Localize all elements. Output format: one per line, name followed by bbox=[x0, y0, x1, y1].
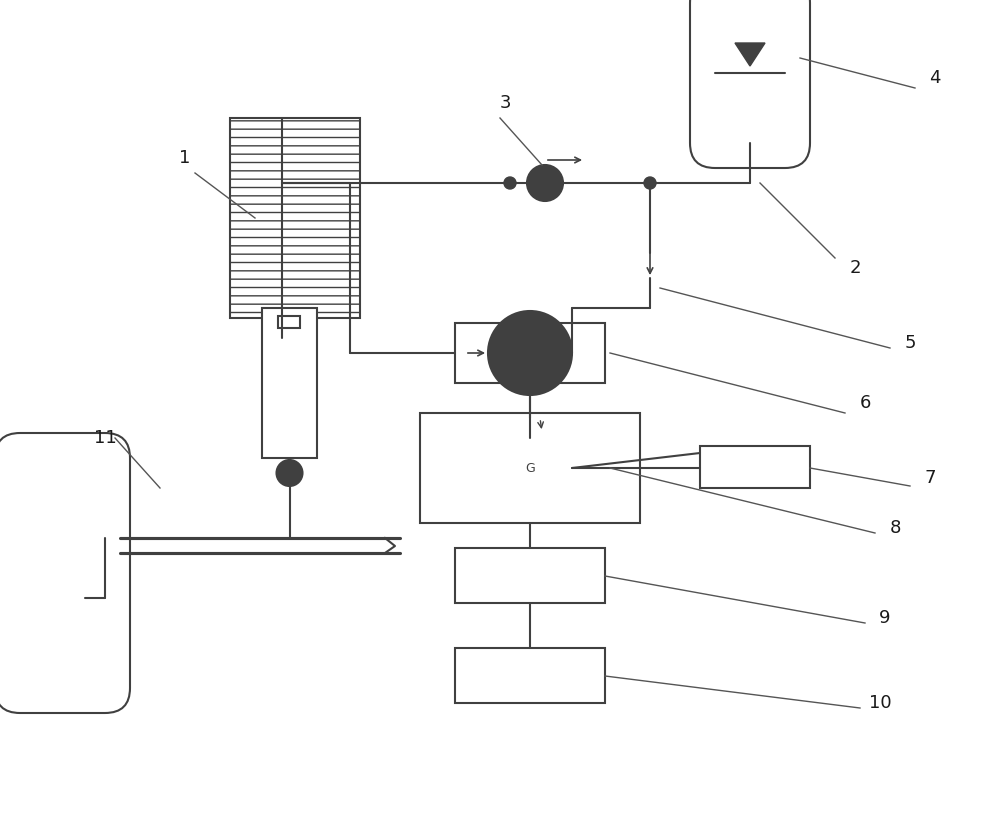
FancyBboxPatch shape bbox=[278, 316, 300, 328]
FancyBboxPatch shape bbox=[455, 548, 605, 603]
FancyBboxPatch shape bbox=[0, 433, 130, 713]
Text: 9: 9 bbox=[879, 609, 891, 627]
Circle shape bbox=[488, 311, 572, 395]
Text: 5: 5 bbox=[904, 334, 916, 352]
Text: 3: 3 bbox=[499, 94, 511, 112]
Circle shape bbox=[276, 460, 302, 486]
Bar bbox=[230, 118, 360, 318]
Text: 6: 6 bbox=[859, 394, 871, 412]
Text: 11: 11 bbox=[94, 429, 116, 447]
Text: 8: 8 bbox=[889, 519, 901, 537]
Text: 10: 10 bbox=[869, 694, 891, 712]
Text: HM: HM bbox=[520, 346, 540, 360]
FancyBboxPatch shape bbox=[262, 308, 317, 458]
Text: 1: 1 bbox=[179, 149, 191, 167]
Polygon shape bbox=[735, 43, 765, 66]
FancyBboxPatch shape bbox=[700, 446, 810, 488]
Text: G: G bbox=[525, 462, 535, 474]
Bar bbox=[230, 118, 360, 318]
Text: 4: 4 bbox=[929, 69, 941, 87]
FancyBboxPatch shape bbox=[420, 413, 640, 523]
FancyBboxPatch shape bbox=[455, 323, 605, 383]
Circle shape bbox=[504, 177, 516, 189]
FancyBboxPatch shape bbox=[455, 648, 605, 703]
Circle shape bbox=[644, 177, 656, 189]
Circle shape bbox=[488, 426, 572, 510]
FancyBboxPatch shape bbox=[690, 0, 810, 168]
Text: 2: 2 bbox=[849, 259, 861, 277]
Text: 7: 7 bbox=[924, 469, 936, 487]
Circle shape bbox=[527, 165, 563, 201]
